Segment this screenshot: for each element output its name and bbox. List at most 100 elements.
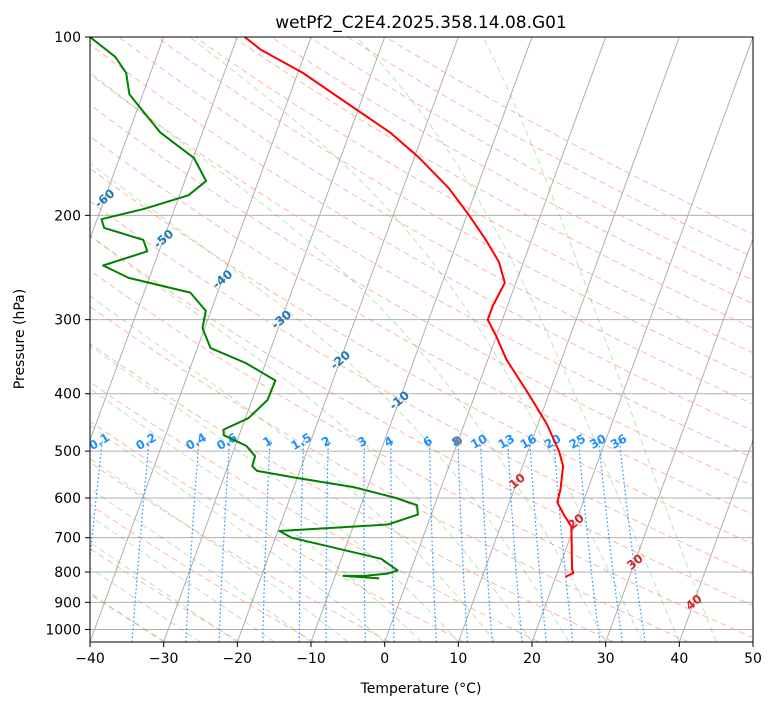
moist-adiabat: [90, 345, 459, 642]
y-tick-label: 300: [54, 313, 81, 329]
isotherm-gridline: [531, 37, 753, 642]
y-tick-label: 800: [54, 565, 81, 581]
x-tick-label: 20: [523, 651, 541, 667]
mixing-ratio-line: [390, 440, 395, 642]
plot-frame: [89, 36, 754, 643]
dry-adiabat: [90, 420, 465, 642]
mixing-ratio-line: [428, 440, 437, 642]
isotherm-gridline: [90, 37, 165, 241]
x-tick-label: 50: [744, 651, 762, 667]
dry-adiabat: [90, 381, 540, 642]
dry-adiabat: [156, 37, 753, 379]
isotherm-gridline: [457, 37, 680, 642]
isotherm-gridline: [310, 37, 533, 642]
mixing-ratio-line: [218, 440, 231, 642]
mixing-ratio-line: [131, 440, 150, 642]
isotherm-label: -40: [210, 267, 236, 292]
isotherm-gridline: [678, 438, 753, 642]
dry-adiabat: [90, 135, 753, 516]
moist-adiabat: [189, 37, 643, 642]
moist-adiabat: [90, 541, 238, 642]
dry-adiabat: [90, 548, 241, 642]
mixing-ratio-label: 25: [567, 431, 588, 451]
dry-adiabat: [90, 461, 390, 642]
mixing-ratio-label: 30: [587, 431, 608, 451]
y-tick-label: 500: [54, 444, 81, 460]
mixing-ratio-line: [507, 440, 523, 642]
x-tick-label: 10: [449, 651, 467, 667]
dry-adiabat: [347, 37, 753, 258]
mixing-ratio-line: [457, 440, 469, 642]
mixing-ratio-label: 13: [496, 431, 517, 451]
x-tick-label: −40: [75, 651, 105, 667]
mixing-ratio-label: 20: [542, 431, 563, 451]
x-tick-label: −30: [149, 651, 179, 667]
isotherm-gridline: [163, 37, 386, 642]
profile-lines: [90, 37, 575, 580]
isotherm-label: -30: [269, 307, 295, 332]
mixing-ratio-line: [363, 440, 366, 642]
moist-adiabat: [356, 37, 680, 642]
mixing-ratio-label: 4: [382, 433, 396, 449]
dry-adiabat: [90, 343, 614, 642]
chart-title: wetPf2_C2E4.2025.358.14.08.G01: [275, 13, 567, 33]
mixing-ratio-label: 36: [608, 431, 629, 451]
dry-adiabat: [90, 200, 753, 575]
moist-adiabat: [90, 424, 386, 642]
moist-adiabat: [90, 295, 496, 642]
moist-adiabat: [90, 487, 312, 642]
x-axis: −40 −30 −20 −10 0 10 20 30 40 50: [75, 642, 762, 667]
isotherm-label: -10: [386, 388, 412, 413]
dry-adiabat: [232, 37, 753, 329]
mixing-ratio-label: 3: [355, 433, 369, 449]
isotherm-label: -60: [92, 186, 118, 211]
dry-adiabat: [194, 37, 753, 354]
mixing-ratio-line: [185, 440, 200, 642]
mixing-ratio-label: 1.5: [289, 430, 314, 453]
mixing-ratio-label: 1: [260, 433, 274, 449]
x-tick-label: −20: [223, 651, 253, 667]
y-tick-label: 600: [54, 491, 81, 507]
line-labels: 0.10.20.40.611.52346810131620253036-100-…: [33, 146, 705, 613]
dry-adiabat: [90, 73, 753, 459]
moist-adiabat: [90, 388, 422, 642]
isotherm-label: 0: [450, 433, 465, 449]
mixing-ratio-line: [553, 440, 574, 642]
dry-adiabat: [118, 37, 753, 405]
moist-adiabat: [90, 567, 201, 642]
mixing-ratio-line: [529, 440, 547, 642]
x-tick-label: 30: [597, 651, 615, 667]
isotherm-label: -20: [328, 348, 354, 373]
background-lines: [90, 37, 753, 642]
y-tick-label: 400: [54, 387, 81, 403]
temperature-profile-line: [244, 37, 575, 578]
mixing-ratio-line: [262, 440, 271, 642]
mixing-ratio-label: 16: [518, 431, 539, 451]
mixing-ratio-line: [90, 440, 103, 564]
mixing-ratio-line: [618, 440, 646, 642]
mixing-ratio-label: 6: [421, 433, 435, 449]
mixing-ratio-line: [598, 440, 623, 642]
moist-adiabat: [90, 71, 607, 642]
isotherm-gridline: [90, 37, 312, 642]
mixing-ratio-label: 0.4: [183, 430, 208, 453]
dry-adiabat: [309, 37, 753, 281]
isotherm-label: -70: [33, 146, 59, 171]
isotherm-label: 40: [683, 592, 705, 613]
y-tick-label: 200: [54, 208, 81, 224]
y-axis-label: Pressure (hPa): [12, 289, 28, 389]
x-tick-label: 0: [380, 651, 389, 667]
moist-adiabat: [90, 235, 533, 642]
dry-adiabat: [90, 104, 753, 487]
mixing-ratio-line: [298, 440, 305, 642]
dry-adiabat: [90, 504, 315, 642]
moist-adiabat: [482, 37, 717, 642]
mixing-ratio-line: [577, 440, 601, 642]
isotherm-gridline: [236, 37, 459, 642]
x-tick-label: −10: [296, 651, 326, 667]
dry-adiabat: [90, 269, 753, 639]
isotherm-gridline: [605, 237, 753, 642]
mixing-ratio-label: 10: [468, 431, 489, 451]
mixing-ratio-label: 0.2: [133, 430, 158, 453]
